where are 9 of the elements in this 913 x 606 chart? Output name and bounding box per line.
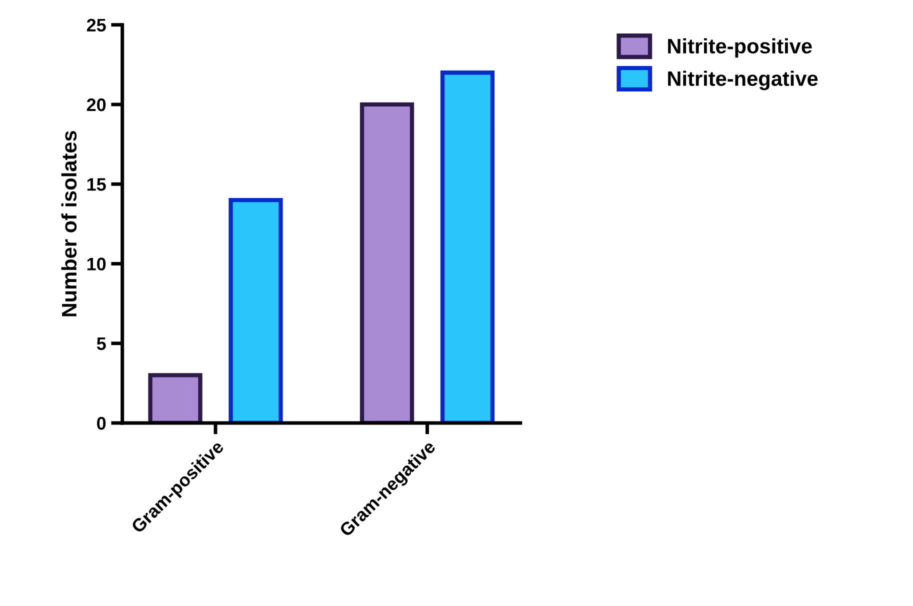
legend-label: Nitrite-positive bbox=[668, 38, 812, 58]
y-tick-label: 15 bbox=[87, 178, 106, 191]
y-tick-label: 0 bbox=[97, 416, 106, 430]
y-axis-title: Number of isolates bbox=[61, 130, 77, 316]
y-tick-label: 5 bbox=[96, 337, 106, 350]
y-tick-label: 10 bbox=[87, 258, 106, 270]
y-tick-label: 25 bbox=[86, 18, 106, 32]
y-tick-label: 20 bbox=[86, 98, 106, 112]
legend-label: Nitrite-negative bbox=[668, 70, 818, 90]
